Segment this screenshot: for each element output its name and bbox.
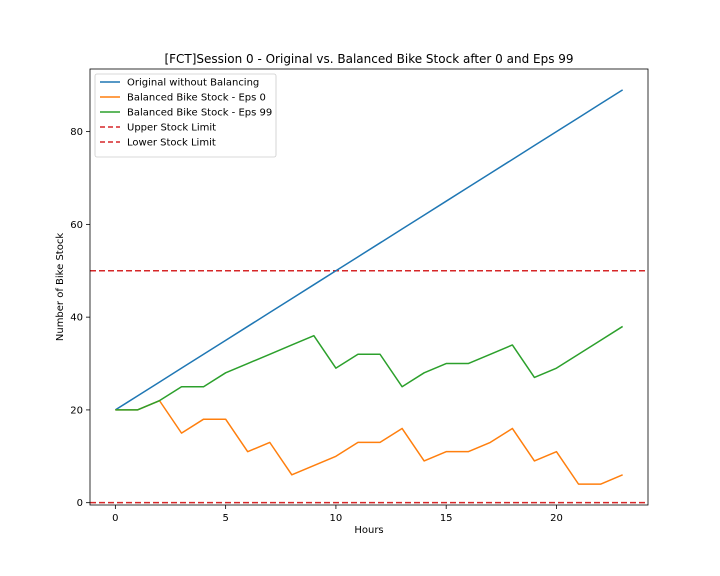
x-tick-label: 20 bbox=[550, 513, 563, 524]
series-line-2 bbox=[115, 399, 623, 485]
x-tick-label: 15 bbox=[440, 513, 453, 524]
x-tick-label: 0 bbox=[112, 513, 118, 524]
x-axis-label: Hours bbox=[354, 525, 383, 536]
x-tick-label: 5 bbox=[222, 513, 228, 524]
legend-label: Lower Stock Limit bbox=[127, 138, 216, 149]
plot-area bbox=[89, 68, 649, 506]
y-tick-label: 40 bbox=[70, 313, 83, 324]
x-tick-label: 10 bbox=[330, 513, 343, 524]
legend-box bbox=[94, 73, 277, 158]
legend-label: Balanced Bike Stock - Eps 0 bbox=[127, 93, 266, 104]
y-tick-label: 80 bbox=[70, 127, 83, 138]
series-line-1 bbox=[114, 89, 624, 411]
series-line-3 bbox=[115, 325, 624, 411]
x-axis: 0 5 10 15 20 bbox=[112, 505, 563, 524]
y-tick-label: 0 bbox=[77, 498, 83, 509]
legend-label: Original without Balancing bbox=[127, 78, 259, 89]
reference-lines bbox=[90, 270, 648, 504]
y-axis-label: Number of Bike Stock bbox=[55, 233, 66, 341]
legend: Original without Balancing Balanced Bike … bbox=[94, 73, 277, 158]
legend-label: Upper Stock Limit bbox=[127, 123, 216, 134]
plot-frame bbox=[89, 68, 649, 506]
legend-label: Balanced Bike Stock - Eps 99 bbox=[127, 108, 272, 119]
y-tick-label: 60 bbox=[70, 220, 83, 231]
y-axis: 0 20 40 60 80 bbox=[70, 127, 90, 509]
y-tick-label: 20 bbox=[70, 405, 83, 416]
chart-title: [FCT]Session 0 - Original vs. Balanced B… bbox=[164, 52, 573, 66]
series-lines bbox=[114, 89, 624, 485]
